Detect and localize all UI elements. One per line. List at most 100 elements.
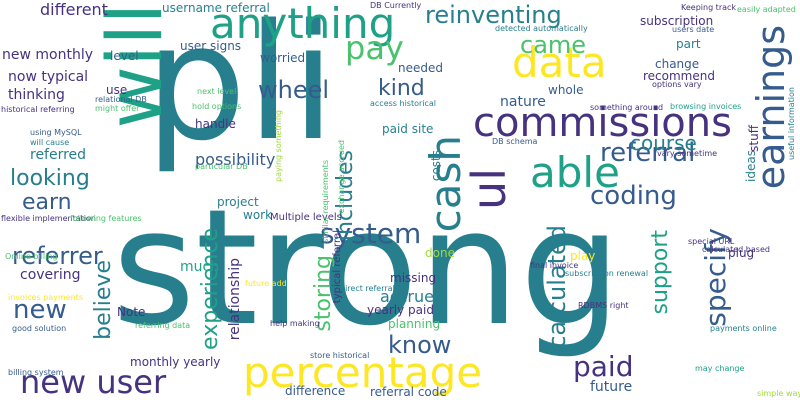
word-may-change: may change	[695, 364, 745, 373]
word-ideas: ideas	[744, 150, 758, 182]
word-data: data	[512, 38, 607, 87]
word-experience: experience	[198, 228, 223, 350]
word-new-monthly: new monthly	[2, 47, 93, 63]
word-paid-site: paid site	[382, 122, 434, 136]
word-much: much	[180, 259, 220, 275]
word-now-typical: now typical	[8, 69, 89, 85]
word-wheel: wheel	[258, 76, 330, 104]
word-username-referral: username referral	[162, 1, 270, 15]
word-particular-db: particular DB	[195, 162, 248, 171]
word-referred: referred	[30, 147, 87, 163]
word-system: system	[320, 217, 422, 250]
word-exchange-accrued: exchange accrued	[337, 140, 346, 214]
word-easily-adapted: easily adapted	[737, 5, 796, 14]
word-course: course	[630, 131, 697, 155]
word-nature: nature	[500, 94, 546, 110]
word-invoices-payments: invoices payments	[8, 293, 83, 302]
word-future-add: future add	[245, 279, 287, 288]
word-might-offer: might offer	[95, 104, 140, 113]
word-useful-information: useful information	[787, 87, 796, 160]
word-subscription-renewal: subscription renewal	[565, 269, 649, 278]
word-pli: pli	[145, 0, 336, 176]
word-covering: covering	[20, 267, 81, 283]
word-access-historical: access historical	[370, 99, 437, 108]
word-something-around: something around	[590, 103, 664, 112]
word-historical-referring: historical referring	[1, 105, 75, 114]
word-special-url: special URL	[688, 237, 735, 246]
word-anything: anything	[210, 0, 396, 48]
word-keeping-track: Keeping track	[681, 3, 737, 12]
word-rdbms-right: RDBMS right	[578, 301, 629, 310]
word-possibility: possibility	[195, 150, 276, 169]
word-kind: kind	[378, 76, 425, 101]
word-referral-code: referral code	[370, 385, 447, 399]
word-strong: strong	[112, 174, 622, 361]
word-referral: referral	[600, 138, 696, 168]
word-following-features: following features	[70, 214, 142, 223]
word-level: level	[110, 49, 139, 63]
word-detected-automatically: detected automatically	[495, 24, 588, 33]
word-subscription: subscription	[640, 14, 714, 28]
word-next-level: next level	[197, 87, 237, 96]
word-multiple-levels: Multiple levels	[270, 212, 342, 223]
word-ul: ul	[462, 168, 516, 210]
word-whole: whole	[548, 83, 584, 97]
word-final-invoice: final invoice	[530, 261, 579, 270]
word-relational-db: relational DB	[95, 95, 147, 104]
word-online-billing: Online billing	[5, 252, 58, 261]
word-part: part	[676, 37, 701, 51]
word-project: project	[217, 195, 259, 209]
word-coding: coding	[590, 181, 677, 211]
word-yearly-paid: yearly paid	[367, 303, 434, 317]
word-direct-referral: direct referral	[340, 284, 395, 293]
word-flexible-implementation: flexible implementation	[1, 214, 96, 223]
word-plug: plug	[728, 246, 755, 260]
word-monthly-yearly: monthly yearly	[130, 355, 221, 369]
word-store-historical: store historical	[310, 351, 370, 360]
word-missing: missing	[390, 271, 437, 285]
word-vary-sometime: vary sometime	[657, 149, 718, 158]
word-stuff: stuff	[747, 125, 761, 152]
word-came: came	[520, 31, 587, 59]
word-similar-requirements: similar requirements	[321, 160, 330, 243]
word-paying-something: paying something	[274, 110, 283, 182]
word-commissions: commissions	[473, 100, 732, 146]
word-future: future	[590, 379, 633, 395]
word-billing-system: billing system	[8, 368, 64, 377]
word-will-cause: will cause	[30, 138, 70, 147]
word-play: play	[570, 249, 596, 263]
word-know: know	[388, 331, 452, 359]
word-needed: needed	[398, 61, 443, 75]
word-db-schema: DB schema	[492, 137, 538, 146]
word-users-date: users date	[672, 25, 715, 34]
word-good-solution: good solution	[12, 324, 67, 333]
word-new-user: new user	[20, 363, 167, 400]
word-new: new	[13, 295, 67, 325]
word-calculated: calculated	[543, 225, 571, 349]
word-worried: worried	[260, 51, 306, 65]
word-referring-data: referring data	[135, 321, 191, 330]
word-recommend: recommend	[643, 69, 715, 83]
word-work: work	[243, 208, 273, 222]
word-hold-options: hold options	[192, 102, 242, 111]
word-reinventing: reinventing	[425, 1, 562, 29]
word-note: Note	[117, 305, 146, 319]
word-different: different	[40, 0, 108, 19]
word-handle: handle	[195, 117, 236, 131]
word-thinking: thinking	[8, 87, 65, 103]
word-able: able	[530, 148, 620, 197]
word-help-making: help making	[270, 319, 320, 328]
word-percentage: percentage	[243, 348, 483, 397]
word-costs: costs	[429, 150, 443, 182]
word-db-currently: DB Currently	[370, 1, 422, 10]
word-browsing-invoices: browsing invoices	[670, 102, 742, 111]
word-change: change	[655, 57, 700, 71]
word-accrued: accrued	[380, 287, 445, 306]
word-use: use	[106, 83, 128, 97]
word-earn: earn	[22, 190, 72, 215]
word-planning: planning	[388, 317, 441, 331]
word-calculated-based: calculated based	[702, 245, 770, 254]
word-options-vary: options vary	[652, 80, 702, 89]
word-looking: looking	[10, 166, 90, 191]
